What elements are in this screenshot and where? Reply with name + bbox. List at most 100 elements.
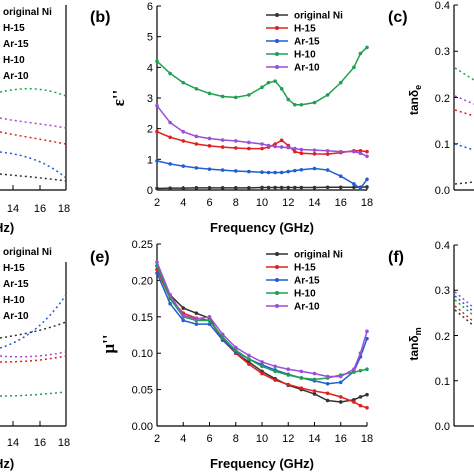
chart-b-point-ar-15 [233, 169, 238, 173]
left-top-legend-h10: H-10 [3, 55, 25, 66]
chart-e-point-h-10 [286, 373, 291, 377]
chart-e-point-ar-10 [352, 367, 356, 372]
chart-e-x-tick-label: 18 [361, 433, 373, 445]
chart-b-series [155, 45, 369, 191]
chart-b-point-ar-10 [286, 145, 291, 150]
chart-b-point-h-15 [299, 151, 304, 155]
chart-b-point-ar-10 [325, 148, 330, 153]
chart-e-point-h-15 [325, 391, 330, 396]
right-top-tick-2: 0.2 [435, 93, 450, 105]
chart-e-x-tick-label: 14 [308, 433, 320, 445]
right-bottom-ylabel: tanδm [407, 327, 423, 360]
left-bottom-curve-h15 [0, 355, 67, 363]
chart-b-point-h-10 [220, 94, 225, 99]
chart-b-point-h-10 [279, 87, 284, 91]
left-bottom-tick-18: 18 [58, 437, 70, 449]
chart-b-point-h-10 [299, 102, 304, 107]
chart-e-legend-marker-original-ni [275, 252, 279, 256]
chart-b-point-ar-15 [293, 168, 297, 173]
chart-b-line-h-10 [156, 46, 368, 106]
chart-b-point-original-ni [279, 185, 284, 190]
chart-b-legend-label-ar-15: Ar-15 [294, 37, 320, 48]
chart-b-y-tick-label: 0 [147, 185, 153, 197]
chart-e-point-ar-10 [207, 315, 212, 319]
chart-b-point-ar-10 [247, 140, 251, 145]
chart-b-point-ar-15 [168, 162, 172, 166]
chart-b-legend-marker-h-15 [275, 26, 279, 30]
chart-e-point-ar-15 [325, 381, 330, 386]
chart-b-point-h-10 [181, 80, 186, 85]
chart-e-point-ar-15 [194, 322, 199, 326]
chart-b-point-h-15 [220, 145, 225, 149]
chart-e-legend: original Ni H-15 Ar-15 H-10 Ar-10 [266, 250, 343, 313]
chart-b-legend-label-original-ni: original Ni [294, 11, 343, 22]
chart-e-axes: 2 4 6 8 10 12 14 16 18 0.00 0.05 0.10 0.15 0.20 0.25 [132, 239, 374, 445]
left-bottom-xlabel-fragment: Hz) [0, 456, 14, 471]
chart-b-point-ar-15 [312, 166, 317, 171]
chart-e-point-ar-10 [155, 260, 159, 265]
right-top-curve-h15 [454, 109, 474, 117]
chart-b-point-h-15 [194, 142, 199, 146]
chart-e-x-tick-label: 10 [256, 433, 268, 445]
chart-b-point-original-ni [273, 185, 277, 190]
right-top-partial-panel: (c) tanδe 0.0 0.1 0.2 0.3 0.4 [388, 0, 474, 197]
chart-b-point-original-ni [286, 185, 291, 190]
chart-b-y-tick-label: 3 [147, 93, 153, 105]
chart-e-point-original-ni [338, 400, 343, 404]
chart-e-y-tick-label: 0.05 [132, 385, 153, 397]
chart-b-point-ar-10 [266, 143, 271, 148]
chart-b-y-tick-label: 4 [147, 62, 153, 74]
left-top-tick-16: 16 [34, 203, 46, 215]
chart-e-legend-marker-h-15 [275, 265, 279, 269]
chart-b-point-ar-15 [260, 170, 264, 175]
right-top-tick-1: 0.1 [435, 139, 450, 151]
chart-b-point-ar-10 [312, 148, 317, 152]
left-bottom-legend-h10: H-10 [3, 295, 25, 306]
chart-b-legend-label-h-15: H-15 [294, 24, 316, 35]
chart-b-point-ar-10 [194, 134, 199, 139]
chart-e-x-tick-label: 8 [233, 433, 239, 445]
chart-e-point-ar-10 [168, 293, 172, 297]
chart-b-point-original-ni [325, 185, 330, 190]
chart-b-point-h-10 [168, 71, 172, 76]
chart-b-point-h-15 [207, 144, 212, 148]
chart-e-point-original-ni [365, 392, 369, 397]
chart-b-point-h-15 [247, 146, 251, 151]
chart-e-point-ar-15 [207, 322, 212, 326]
chart-e-point-h-10 [312, 377, 317, 382]
chart-b-point-original-ni [181, 186, 186, 190]
chart-b-point-original-ni [194, 186, 199, 190]
chart-e-mu-imaginary: (e) μ'' Frequency (GHz) 2 4 6 8 10 12 14 16 18 0.… [90, 239, 373, 471]
chart-b-ylabel: ε'' [109, 90, 128, 107]
chart-b-x-tick-label: 4 [180, 197, 186, 209]
chart-b-point-ar-15 [155, 159, 159, 163]
chart-e-point-ar-10 [312, 371, 317, 376]
chart-e-point-ar-10 [220, 332, 225, 337]
chart-e-legend-marker-ar-10 [275, 304, 279, 308]
chart-e-point-h-10 [207, 318, 212, 323]
chart-b-point-ar-15 [266, 170, 271, 175]
chart-b-x-tick-label: 10 [256, 197, 268, 209]
chart-b-point-h-15 [312, 152, 317, 156]
left-bottom-curve-original-ni [0, 321, 67, 339]
chart-b-xlabel: Frequency (GHz) [210, 220, 314, 235]
chart-e-y-tick-label: 0.20 [132, 275, 153, 287]
chart-e-point-ar-10 [365, 329, 369, 334]
chart-e-point-h-15 [247, 362, 251, 366]
chart-e-point-h-10 [220, 335, 225, 339]
chart-b-point-ar-10 [181, 129, 186, 134]
chart-b-x-tick-label: 12 [282, 197, 294, 209]
left-top-legend: original Ni H-15 Ar-15 H-10 Ar-10 [3, 7, 52, 82]
chart-e-legend-label-h-15: H-15 [294, 263, 316, 274]
right-bottom-curve-h15 [454, 305, 474, 323]
chart-e-point-ar-10 [299, 369, 304, 374]
chart-b-point-h-15 [168, 135, 172, 140]
chart-b-point-ar-10 [273, 144, 277, 149]
chart-b-point-h-10 [260, 85, 264, 90]
right-bottom-partial-panel: (f) tanδm 0.0 0.1 0.2 0.3 0.4 [388, 240, 474, 433]
chart-e-point-original-ni [312, 392, 317, 396]
chart-e-point-h-10 [273, 369, 277, 374]
chart-b-point-h-15 [293, 149, 297, 154]
chart-e-point-ar-10 [260, 360, 264, 364]
